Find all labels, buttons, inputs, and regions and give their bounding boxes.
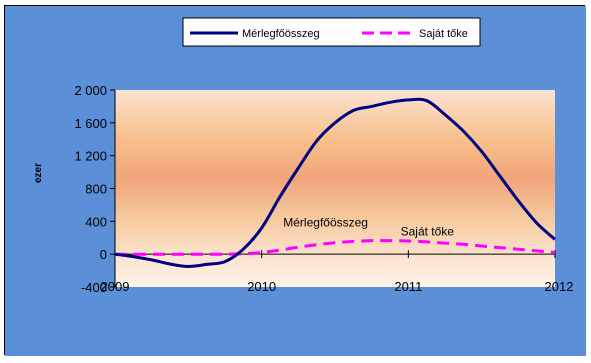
- x-tick-label: 2011: [394, 279, 422, 294]
- legend-label-merlegfoosszeg: Mérlegfőösszeg: [242, 28, 320, 40]
- y-tick-label: 1 600: [74, 116, 107, 131]
- annotations: Mérlegfőösszeg Saját tőke: [283, 215, 454, 238]
- series-lines: [114, 97, 556, 268]
- y-tick-label: 2 000: [74, 83, 107, 98]
- series-line-sajat-toke: [115, 239, 556, 256]
- plot-area-background: [115, 90, 555, 287]
- y-tick-labels: 2 000 1 600 1 200 800 400 0 -400: [74, 83, 107, 295]
- y-tick-label: 400: [85, 214, 107, 229]
- x-tick-label: 2010: [247, 279, 276, 294]
- chart-svg: Mérlegfőösszeg Saját tőke ezer 2 000 1 6…: [5, 6, 586, 356]
- series-line-merlegfoosszeg: [114, 97, 556, 268]
- y-tick-label: -400: [81, 280, 107, 295]
- legend-label-sajat-toke: Saját tőke: [419, 28, 468, 40]
- y-tick-label: 1 200: [74, 149, 107, 164]
- chart-frame: Mérlegfőösszeg Saját tőke ezer 2 000 1 6…: [4, 5, 586, 356]
- x-tick-labels: 2009 2010 2011 2012: [101, 279, 574, 294]
- annotation-label: Saját tőke: [401, 224, 455, 238]
- legend: Mérlegfőösszeg Saját tőke: [182, 17, 481, 47]
- y-tick-label: 800: [85, 182, 107, 197]
- annotation-label: Mérlegfőösszeg: [283, 215, 368, 229]
- x-tick-label: 2012: [545, 279, 574, 294]
- y-axis-title: ezer: [33, 163, 44, 183]
- y-tick-label: 0: [100, 247, 107, 262]
